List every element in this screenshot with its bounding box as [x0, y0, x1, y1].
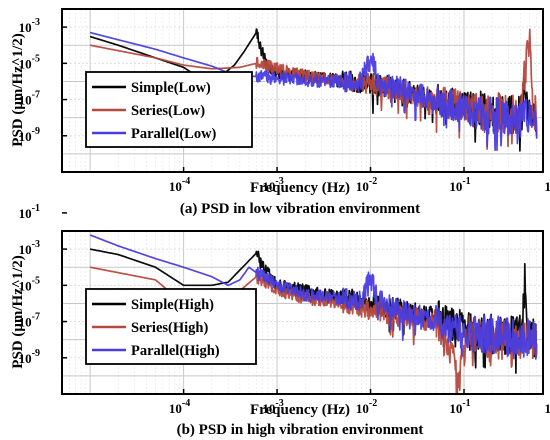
legend-a-label-series: Series(Low)	[131, 103, 205, 119]
panel-b-frame	[61, 230, 544, 395]
series-line-parallel-low	[89, 31, 538, 152]
panel-b-caption: (b) PSD in high vibration environment	[177, 422, 424, 438]
panel-a-y-axis-label: PSD (μm/Hz^1/2)	[10, 33, 26, 146]
legend-b-label-parallel: Parallel(High)	[131, 343, 220, 359]
x-tick-label: 10-4	[169, 176, 190, 194]
panel-b-legend: Simple(High) Series(High) Parallel(High)	[85, 288, 257, 365]
x-tick-label: 10-4	[169, 398, 190, 416]
x-tick-label: 10-2	[356, 176, 377, 194]
panel-b: 10-410-310-210-1100 10-910-710-510-310-1…	[10, 203, 550, 438]
legend-a-label-simple: Simple(Low)	[131, 80, 211, 96]
y-tick-label: 10-1	[19, 203, 40, 221]
y-tick-label: 10-3	[19, 239, 40, 257]
panel-a-series	[89, 28, 538, 152]
panel-a: 10-410-310-210-1100 10-910-710-510-310-1…	[10, 8, 550, 217]
legend-b-label-simple: Simple(High)	[131, 297, 214, 313]
panel-a-x-axis-label: Frequency (Hz)	[250, 180, 350, 196]
x-tick-label: 10-1	[449, 176, 470, 194]
series-line-simple-high	[89, 248, 538, 374]
y-tick-label: 10-3	[19, 17, 40, 35]
panel-b-x-axis-label: Frequency (Hz)	[250, 402, 350, 418]
panel-a-caption: (a) PSD in low vibration environment	[180, 201, 420, 217]
panel-b-y-axis-label: PSD (μm/Hz^1/2)	[10, 255, 26, 368]
x-tick-label: 10-1	[449, 398, 470, 416]
legend-b-label-series: Series(High)	[131, 320, 208, 336]
x-tick-label: 10-2	[356, 398, 377, 416]
panel-a-legend: Simple(Low) Series(Low) Parallel(Low)	[85, 71, 253, 148]
legend-a-label-parallel: Parallel(Low)	[131, 126, 217, 142]
panel-a-frame	[61, 8, 544, 173]
x-tick-label: 100	[544, 398, 550, 416]
series-line-series-low	[89, 28, 538, 150]
x-tick-label: 100	[544, 176, 550, 194]
panel-b-series	[89, 234, 538, 395]
series-line-parallel-high	[89, 234, 538, 360]
